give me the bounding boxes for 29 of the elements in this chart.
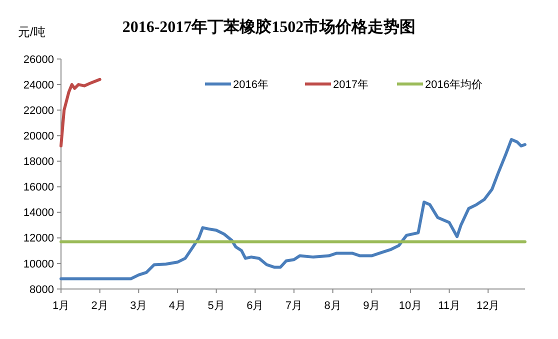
y-tick-label: 8000 bbox=[30, 284, 54, 296]
x-tick-label: 5月 bbox=[208, 300, 225, 312]
legend-label: 2016年均价 bbox=[425, 78, 482, 91]
y-tick-label: 18000 bbox=[23, 156, 54, 168]
y-tick-label: 24000 bbox=[23, 79, 54, 92]
x-tick-label: 7月 bbox=[285, 300, 303, 312]
y-tick-label: 22000 bbox=[23, 104, 54, 117]
line-series bbox=[60, 78, 102, 148]
x-tick-label: 11月 bbox=[438, 300, 460, 312]
x-tick-label: 4月 bbox=[168, 300, 186, 312]
y-tick-label: 10000 bbox=[23, 258, 54, 270]
legend-label: 2016年 bbox=[233, 78, 268, 91]
y-tick-label: 26000 bbox=[23, 54, 54, 66]
x-tick-label: 12月 bbox=[476, 300, 500, 312]
y-tick-label: 20000 bbox=[23, 130, 54, 143]
y-tick-label: 16000 bbox=[23, 182, 54, 194]
x-tick-label: 6月 bbox=[246, 300, 264, 312]
x-tick-label: 8月 bbox=[324, 300, 342, 312]
x-tick-label: 1月 bbox=[52, 300, 70, 312]
x-tick-label: 9月 bbox=[363, 300, 380, 312]
y-axis-title: 元/吨 bbox=[18, 25, 46, 39]
y-tick-label: 14000 bbox=[23, 207, 54, 220]
chart-title: 2016-2017年丁苯橡胶1502市场价格走势图 bbox=[122, 18, 416, 36]
legend-label: 2017年 bbox=[333, 78, 368, 91]
y-tick-label: 12000 bbox=[23, 232, 54, 245]
x-tick-label: 3月 bbox=[130, 300, 148, 312]
line-series bbox=[60, 138, 526, 280]
x-tick-label: 2月 bbox=[91, 300, 108, 312]
x-tick-label: 10月 bbox=[398, 300, 422, 312]
